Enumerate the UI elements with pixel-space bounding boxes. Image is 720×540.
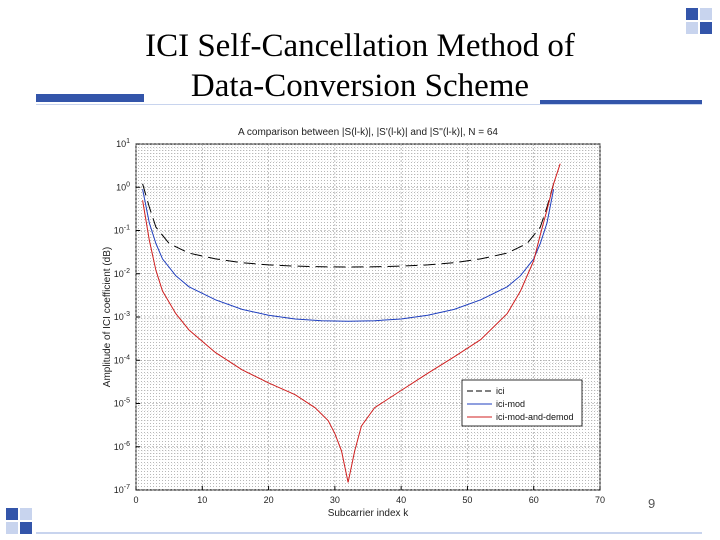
series-line-ici-mod-and-demod <box>142 163 561 483</box>
y-tick-label: 10-1 <box>114 225 130 236</box>
y-tick-label: 100 <box>116 181 130 192</box>
x-tick-label: 10 <box>197 495 207 505</box>
y-ticks: 101 100 10-1 10-2 10-3 10-4 10-5 10-6 10-7 <box>114 138 140 495</box>
title-line-2: Data-Conversion Scheme <box>190 68 530 104</box>
x-tick-label: 0 <box>133 495 138 505</box>
series-layer <box>142 163 561 483</box>
ici-comparison-chart: A comparison between |S(l-k)|, |S'(l-k)|… <box>102 127 605 519</box>
chart-title: A comparison between |S(l-k)|, |S'(l-k)|… <box>238 127 498 138</box>
x-tick-label: 70 <box>595 495 605 505</box>
x-tick-label: 30 <box>330 495 340 505</box>
grid <box>135 143 601 491</box>
title-underline-right <box>540 100 702 104</box>
bottom-rule <box>36 532 702 534</box>
x-tick-label: 20 <box>264 495 274 505</box>
title-underline-thin <box>36 104 702 105</box>
page-number: 9 <box>648 496 656 511</box>
y-axis-label: Amplitude of ICI coefficient (dB) <box>102 247 113 387</box>
legend-label-ici-mod-and-demod: ici-mod-and-demod <box>496 412 574 422</box>
legend-box <box>461 379 583 427</box>
y-tick-label: 10-6 <box>114 441 130 452</box>
title-underline-left <box>36 94 144 102</box>
legend-label-ici-mod: ici-mod <box>496 399 525 409</box>
series-line-ici-mod <box>142 189 555 322</box>
y-tick-label: 10-2 <box>114 268 130 279</box>
legend: ici ici-mod ici-mod-and-demod <box>461 379 583 427</box>
x-ticks: 0 10 20 30 40 50 60 70 <box>133 486 605 505</box>
y-tick-label: 10-4 <box>114 354 130 365</box>
y-tick-label: 101 <box>116 138 130 149</box>
x-tick-label: 60 <box>529 495 539 505</box>
title-line-1: ICI Self-Cancellation Method of <box>145 28 575 64</box>
x-axis-label: Subcarrier index k <box>328 508 410 519</box>
slide-title: ICI Self-Cancellation Method of Data-Con… <box>110 26 610 106</box>
x-tick-label: 40 <box>396 495 406 505</box>
y-tick-label: 10-3 <box>114 311 130 322</box>
x-tick-label: 50 <box>462 495 472 505</box>
y-tick-label: 10-5 <box>114 398 130 409</box>
series-line-ici <box>142 183 555 268</box>
legend-label-ici: ici <box>496 386 505 396</box>
y-tick-label: 10-7 <box>114 484 130 495</box>
